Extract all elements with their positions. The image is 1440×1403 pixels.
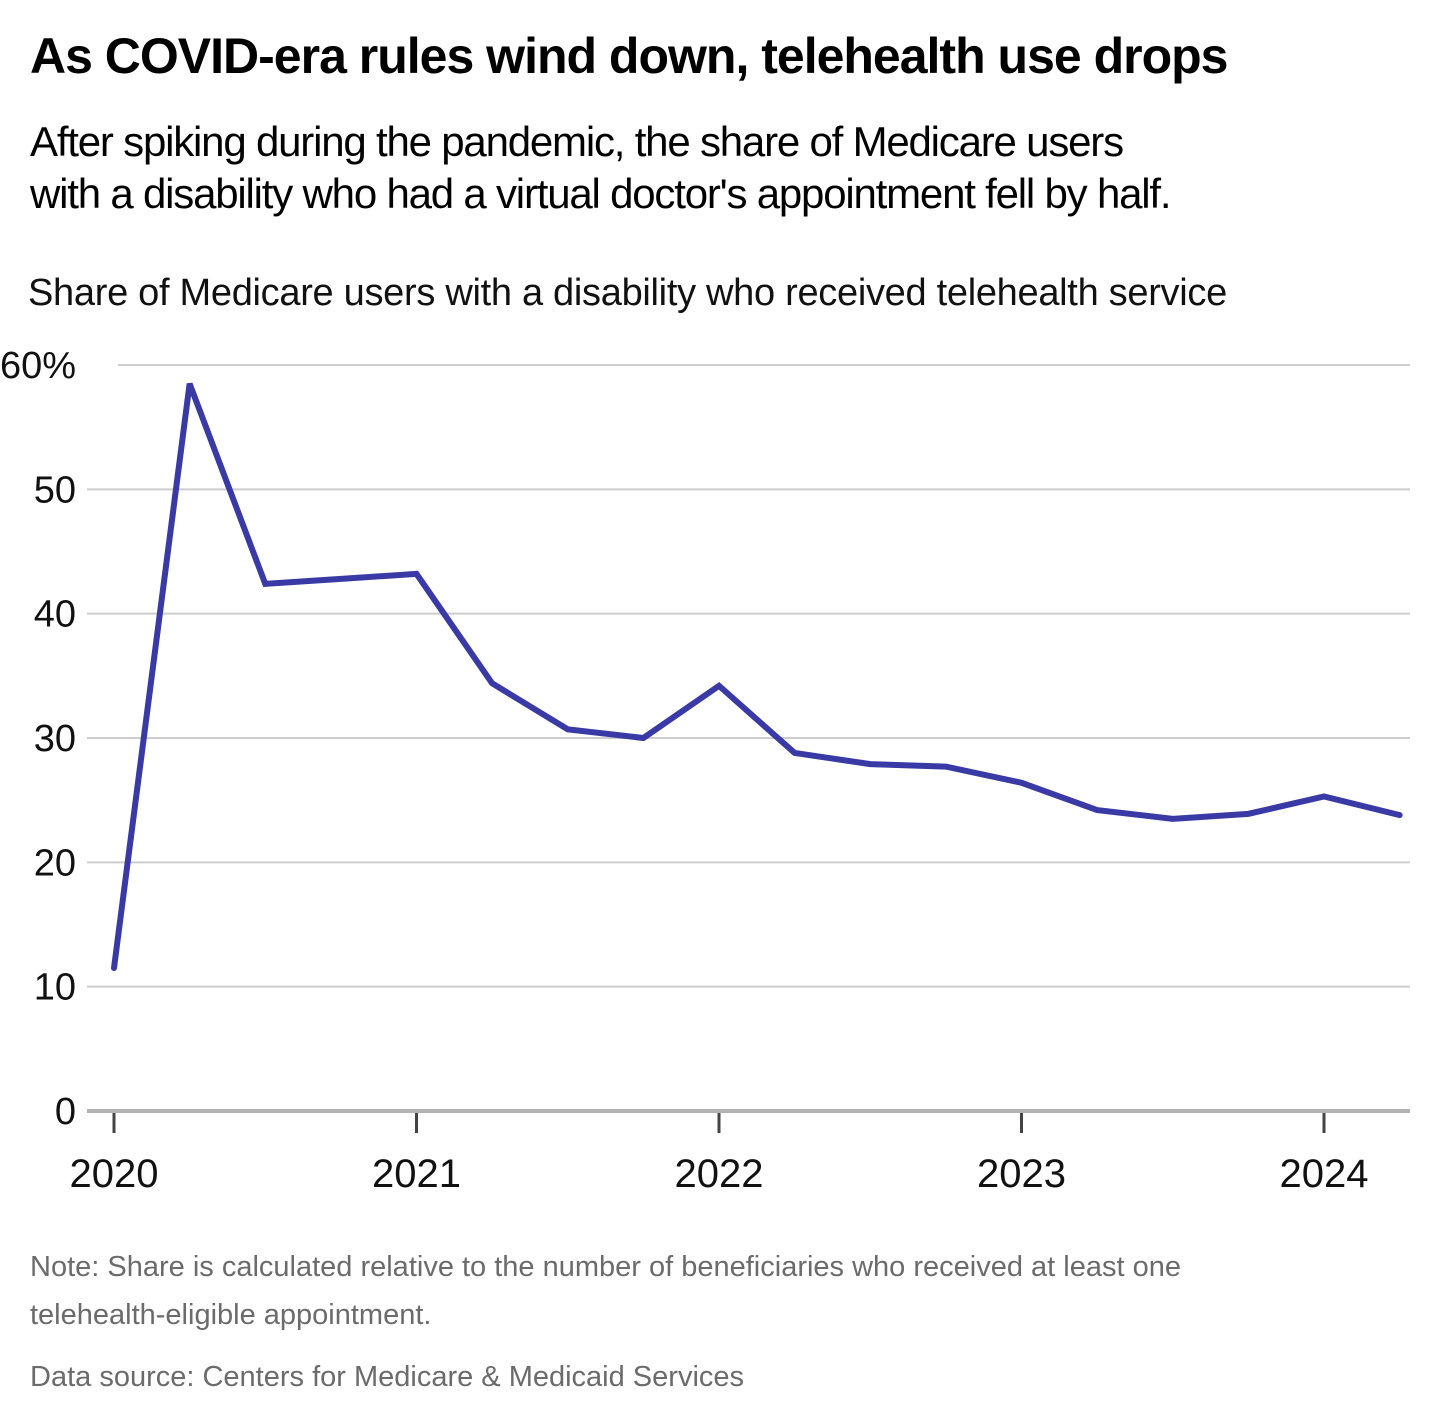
y-axis-tick-label: 0 [55,1091,76,1133]
x-axis-tick-label: 2022 [675,1152,764,1196]
line-chart-canvas: 0 10 20 30 40 50 60% 2020 2021 2022 2023 2024 [0,345,1410,1196]
y-axis-tick-label: 30 [34,718,76,760]
chart-subtitle: After spiking during the pandemic, the s… [30,116,1430,220]
telehealth-share-line [111,382,1403,972]
chart-note-line-2: telehealth-eligible appointment. [30,1299,432,1331]
y-axis-tick-label: 40 [34,594,76,636]
chart-subtitle-line-2: with a disability who had a virtual doct… [30,170,1172,217]
y-axis-tick-label: 50 [34,469,76,511]
x-axis-tick-label: 2020 [70,1152,159,1196]
chart-note: Note: Share is calculated relative to th… [30,1243,1420,1339]
x-axis-tick-label: 2024 [1280,1152,1369,1196]
chart-axis-title: Share of Medicare users with a disabilit… [28,272,1227,314]
y-axis-tick-label: 20 [34,842,76,884]
chart-data-source: Data source: Centers for Medicare & Medi… [30,1361,745,1393]
chart-subtitle-line-1: After spiking during the pandemic, the s… [30,118,1124,165]
x-axis-tick-label: 2023 [977,1152,1066,1196]
y-axis-tick-label: 60% [0,345,76,387]
chart-footer: Note: Share is calculated relative to th… [30,1243,1420,1401]
x-axis-tick-label: 2021 [372,1152,461,1196]
chart-note-line-1: Note: Share is calculated relative to th… [30,1251,1181,1283]
chart-title: As COVID-era rules wind down, telehealth… [30,28,1228,84]
y-axis-tick-label: 10 [34,967,76,1009]
